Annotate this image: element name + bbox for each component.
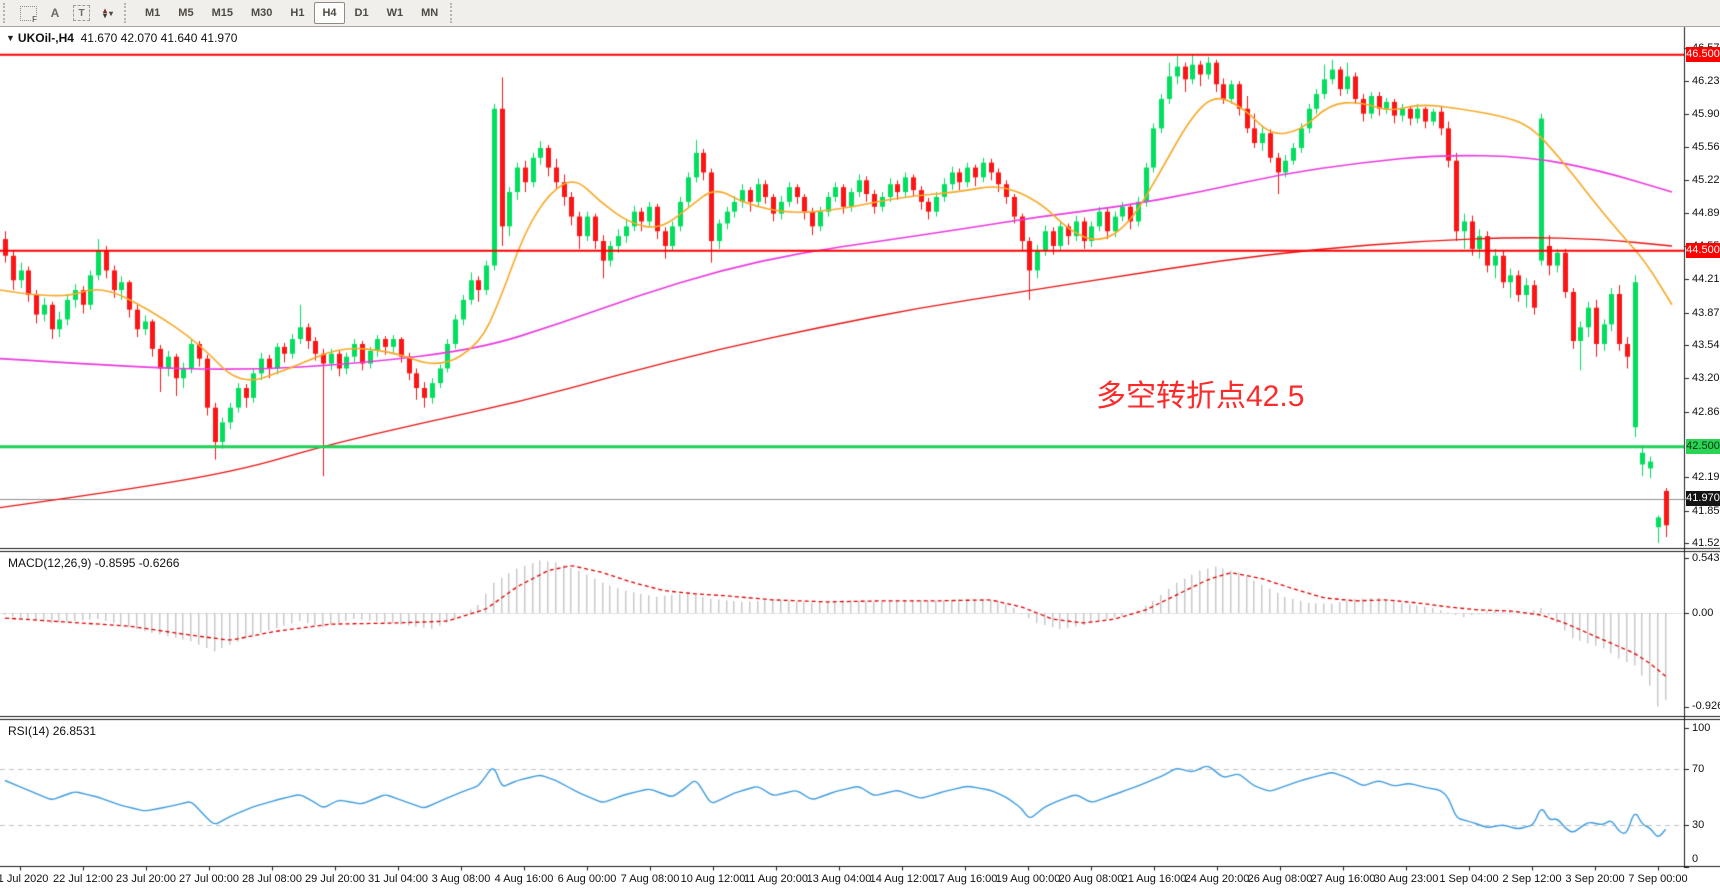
price-tick-label: 43.870 — [1692, 306, 1720, 319]
price-line-badge: 41.970 — [1686, 490, 1720, 506]
time-tick-label: 6 Aug 00:00 — [557, 873, 617, 885]
time-tick-label: 19 Aug 00:00 — [995, 873, 1061, 885]
price-tick-label: 46.230 — [1692, 75, 1720, 88]
time-tick-label: 23 Jul 20:00 — [116, 873, 176, 885]
rsi-tick-label: 70 — [1692, 763, 1705, 776]
chart-title: ▼ UKOil-,H4 41.670 42.070 41.640 41.970 — [6, 31, 237, 45]
chart-annotation-text: 多空转折点42.5 — [1096, 380, 1305, 413]
time-tick-label: 31 Jul 04:00 — [368, 873, 428, 885]
time-tick-label: 17 Aug 16:00 — [932, 873, 998, 885]
time-tick-label: 3 Sep 20:00 — [1565, 873, 1625, 885]
price-tick-label: 45.560 — [1692, 140, 1720, 153]
time-tick-label: 7 Aug 08:00 — [620, 873, 680, 885]
price-tick-label: 41.850 — [1692, 504, 1720, 517]
time-tick-label: 2 Sep 12:00 — [1502, 873, 1562, 885]
price-tick-label: 42.860 — [1692, 405, 1720, 418]
macd-tick-label: 0.00 — [1692, 607, 1714, 619]
time-tick-label: 11 Aug 20:00 — [743, 873, 809, 885]
price-tick-label: 45.220 — [1692, 174, 1720, 187]
time-tick-label: 1 Sep 04:00 — [1439, 873, 1499, 885]
time-tick-label: 4 Aug 16:00 — [494, 873, 554, 885]
time-tick-label: 27 Jul 00:00 — [179, 873, 239, 885]
rsi-tick-label: 100 — [1692, 721, 1711, 734]
time-tick-label: 13 Aug 04:00 — [806, 873, 872, 885]
price-tick-label: 43.540 — [1692, 338, 1720, 351]
time-tick-label: 29 Jul 20:00 — [305, 873, 365, 885]
time-tick-label: 22 Jul 12:00 — [53, 873, 113, 885]
price-line-badge: 46.500 — [1686, 46, 1720, 62]
time-tick-label: 7 Sep 00:00 — [1628, 873, 1688, 885]
macd-tick-label: 0.5439 — [1692, 552, 1720, 565]
time-tick-label: 3 Aug 08:00 — [431, 873, 491, 885]
macd-tick-label: -0.9263 — [1692, 700, 1720, 712]
time-tick-label: 30 Aug 23:00 — [1373, 873, 1439, 885]
time-tick-label: 26 Aug 08:00 — [1247, 873, 1313, 885]
symbol-period: UKOil-,H4 — [17, 31, 74, 45]
price-tick-label: 42.190 — [1692, 471, 1720, 484]
macd-indicator-label: MACD(12,26,9) -0.8595 -0.6266 — [8, 556, 180, 570]
collapse-arrow-icon[interactable]: ▼ — [6, 33, 15, 43]
time-tick-label: 21 Jul 2020 — [0, 873, 49, 885]
time-tick-label: 24 Aug 20:00 — [1184, 873, 1250, 885]
price-tick-label: 45.900 — [1692, 107, 1720, 120]
time-tick-label: 10 Aug 12:00 — [680, 873, 746, 885]
price-line-badge: 42.500 — [1686, 438, 1720, 454]
price-line-badge: 44.500 — [1686, 242, 1720, 258]
price-tick-label: 44.210 — [1692, 273, 1720, 286]
time-tick-label: 21 Aug 16:00 — [1121, 873, 1187, 885]
price-tick-label: 44.890 — [1692, 206, 1720, 219]
rsi-tick-label: 30 — [1692, 818, 1705, 831]
rsi-tick-label: 0 — [1692, 853, 1699, 865]
price-tick-label: 43.200 — [1692, 372, 1720, 385]
price-tick-label: 41.520 — [1692, 536, 1720, 549]
time-tick-label: 28 Jul 08:00 — [242, 873, 302, 885]
time-tick-label: 20 Aug 08:00 — [1058, 873, 1124, 885]
time-tick-label: 27 Aug 16:00 — [1310, 873, 1376, 885]
time-tick-label: 14 Aug 12:00 — [869, 873, 935, 885]
ohlc-values: 41.670 42.070 41.640 41.970 — [80, 31, 238, 45]
rsi-indicator-label: RSI(14) 26.8531 — [8, 724, 97, 738]
